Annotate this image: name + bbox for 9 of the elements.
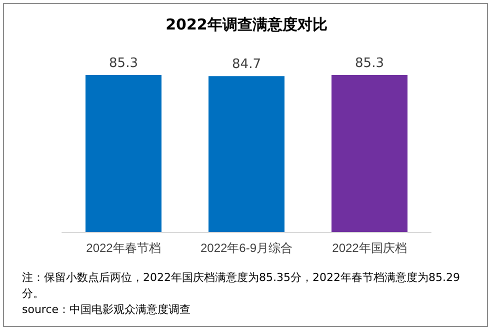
chart-title: 2022年调查满意度对比 [166,16,328,34]
x-tick-label: 2022年国庆档 [332,241,407,255]
source-note: source：中国电影观众满意度调查 [22,302,192,318]
data-label: 84.7 [232,57,261,72]
x-tick-label: 2022年春节档 [86,241,161,255]
x-tick-label: 2022年6-9月综合 [200,241,293,255]
text: 注：保留小数点后两位，2022年国庆档满意度为85.35分，2022年春节档满意度为85.29分。 [22,270,461,302]
data-label: 85.3 [109,56,138,72]
data-label: 85.3 [355,56,384,72]
